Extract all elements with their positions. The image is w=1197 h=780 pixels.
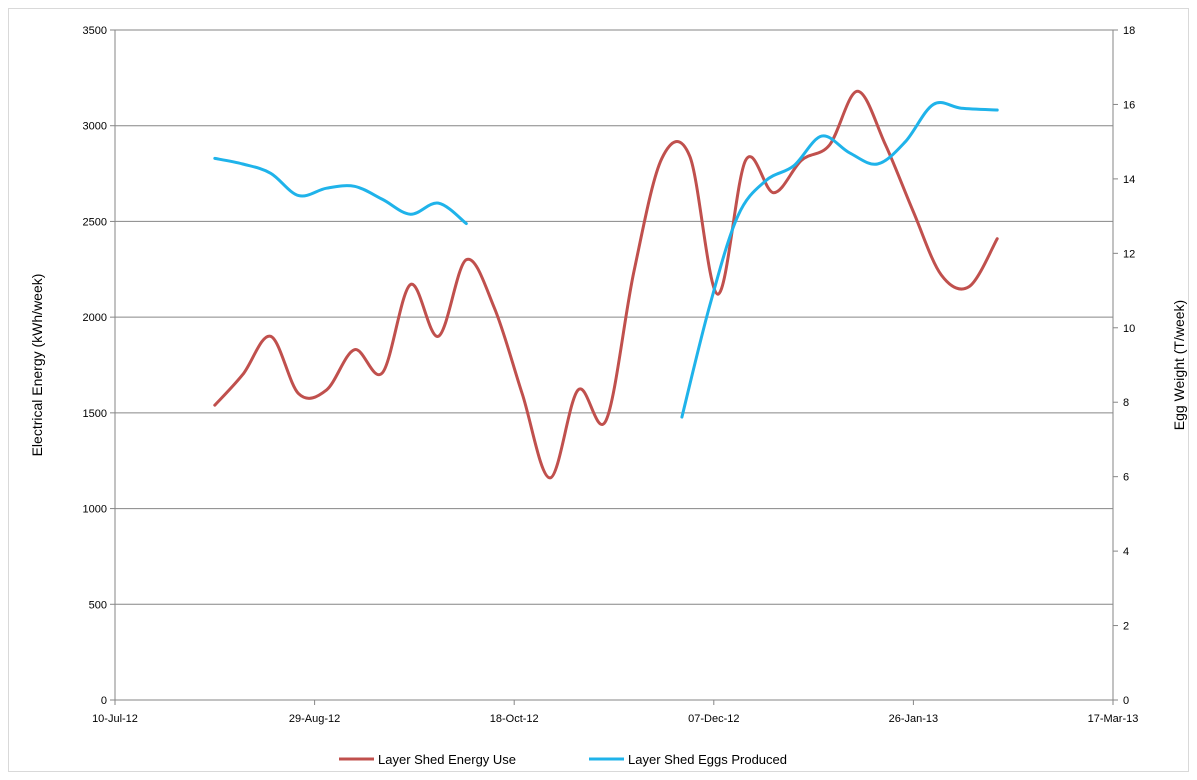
left-axis-ticks: 0 500 1000 1500 2000 2500 3000 3500 (83, 25, 115, 707)
left-tick-label: 3500 (83, 25, 107, 37)
axes (114, 30, 1114, 701)
right-tick-label: 14 (1123, 174, 1135, 186)
x-tick-label: 29-Aug-12 (289, 713, 340, 725)
series-line-eggs (680, 101, 999, 419)
series-line-energy (213, 89, 999, 480)
right-tick-label: 10 (1123, 323, 1135, 335)
x-axis-ticks: 10-Jul-12 29-Aug-12 18-Oct-12 07-Dec-12 26-J… (92, 700, 1138, 725)
right-tick-label: 8 (1123, 397, 1129, 409)
right-tick-label: 12 (1123, 248, 1135, 260)
legend: Layer Shed Energy Use Layer Shed Eggs Pr… (339, 752, 787, 767)
left-tick-label: 1000 (83, 504, 107, 516)
series-line-eggs (213, 156, 468, 226)
chart-frame (8, 8, 1189, 772)
series-lines (213, 89, 999, 480)
y-axis-label-left: Electrical Energy (kWh/week) (29, 274, 45, 457)
x-tick-label: 07-Dec-12 (688, 713, 739, 725)
right-tick-label: 2 (1123, 621, 1129, 633)
right-axis-ticks: 0 2 4 6 8 10 12 14 16 18 (1113, 25, 1135, 707)
left-tick-label: 3000 (83, 121, 107, 133)
x-tick-label: 26-Jan-13 (889, 713, 939, 725)
left-tick-label: 1500 (83, 408, 107, 420)
legend-label-eggs: Layer Shed Eggs Produced (628, 752, 787, 767)
left-tick-label: 500 (89, 599, 107, 611)
grid-lines (115, 29, 1113, 605)
right-tick-label: 4 (1123, 546, 1129, 558)
x-tick-label: 17-Mar-13 (1088, 713, 1139, 725)
right-tick-label: 18 (1123, 25, 1135, 37)
left-tick-label: 2000 (83, 312, 107, 324)
right-tick-label: 0 (1123, 695, 1129, 707)
x-tick-label: 10-Jul-12 (92, 713, 138, 725)
left-tick-label: 0 (101, 695, 107, 707)
right-tick-label: 16 (1123, 99, 1135, 111)
legend-label-energy: Layer Shed Energy Use (378, 752, 516, 767)
y-axis-label-right: Egg Weight (T/week) (1171, 300, 1187, 430)
left-tick-label: 2500 (83, 216, 107, 228)
x-tick-label: 18-Oct-12 (490, 713, 539, 725)
right-tick-label: 6 (1123, 472, 1129, 484)
